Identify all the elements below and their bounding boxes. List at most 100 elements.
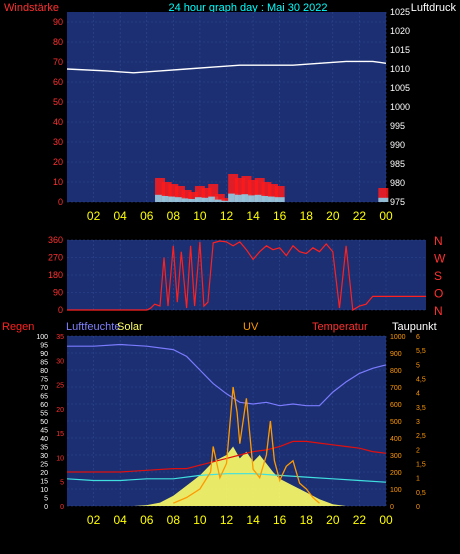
y-tick-label-uv: 2,5 bbox=[416, 433, 426, 440]
wind-gust-bar bbox=[274, 197, 285, 202]
time-label: 18 bbox=[300, 209, 314, 223]
y-tick-label-pressure: 985 bbox=[390, 159, 405, 169]
y-tick-label-wind: 40 bbox=[53, 117, 63, 127]
time-label: 08 bbox=[167, 209, 181, 223]
legend-uv: UV bbox=[243, 321, 259, 333]
y-tick-label-humidity: 60 bbox=[40, 402, 48, 409]
wind-bar bbox=[221, 198, 232, 202]
time-label: 14 bbox=[246, 209, 260, 223]
y-tick-label-humidity: 40 bbox=[40, 436, 48, 443]
y-tick-label-wind: 80 bbox=[53, 37, 63, 47]
y-tick-label-temperature: 0 bbox=[60, 504, 64, 511]
time-label: 00 bbox=[379, 513, 393, 527]
y-tick-label-uv: 1,5 bbox=[416, 462, 426, 469]
wind-gust-bar bbox=[221, 200, 232, 202]
time-label: 12 bbox=[220, 209, 234, 223]
time-label: 10 bbox=[193, 513, 207, 527]
compass-label: S bbox=[434, 269, 442, 283]
y-tick-label-solar: 100 bbox=[390, 487, 402, 494]
wind-bar bbox=[201, 188, 212, 202]
y-tick-label-direction: 360 bbox=[48, 235, 63, 245]
y-tick-label-pressure: 1015 bbox=[390, 45, 410, 55]
time-label: 00 bbox=[379, 209, 393, 223]
legend-regen: Regen bbox=[2, 321, 34, 333]
wind-bar bbox=[234, 178, 245, 202]
y-tick-label-wind: 50 bbox=[53, 97, 63, 107]
legend-taupunkt: Taupunkt bbox=[392, 321, 437, 333]
header-luftdruck: Luftdruck bbox=[411, 2, 457, 14]
series-taupunkt bbox=[66, 473, 387, 483]
y-tick-label-humidity: 85 bbox=[40, 360, 48, 367]
compass-label: O bbox=[434, 287, 443, 301]
y-tick-label-solar: 1000 bbox=[390, 334, 406, 341]
y-tick-label-humidity: 0 bbox=[44, 504, 48, 511]
y-tick-label-direction: 0 bbox=[58, 305, 63, 315]
wind-gust-bar bbox=[194, 197, 205, 202]
y-tick-label-solar: 600 bbox=[390, 402, 402, 409]
header-title: 24 hour graph day : Mai 30 2022 bbox=[168, 2, 327, 14]
wind-bar bbox=[181, 190, 192, 202]
wind-gust-bar bbox=[228, 193, 239, 202]
y-tick-label-solar: 900 bbox=[390, 351, 402, 358]
y-tick-label-uv: 5,5 bbox=[416, 348, 426, 355]
y-tick-label-uv: 0 bbox=[416, 504, 420, 511]
series-luftfeuchte bbox=[67, 343, 387, 407]
wind-gust-bar bbox=[378, 197, 389, 202]
y-tick-label-temperature: 35 bbox=[56, 334, 64, 341]
legend-solar: Solar bbox=[117, 321, 143, 333]
time-label: 06 bbox=[140, 513, 154, 527]
y-tick-label-humidity: 65 bbox=[40, 394, 48, 401]
y-tick-label-humidity: 25 bbox=[40, 462, 48, 469]
time-label: 14 bbox=[246, 513, 260, 527]
wind-gust-bar bbox=[188, 199, 199, 202]
y-tick-label-wind: 60 bbox=[53, 77, 63, 87]
y-tick-label-humidity: 15 bbox=[40, 479, 48, 486]
y-tick-label-temperature: 10 bbox=[56, 455, 64, 462]
wind-bar bbox=[254, 178, 265, 202]
legend-temperatur: Temperatur bbox=[312, 321, 368, 333]
wind-bar bbox=[268, 184, 279, 202]
y-tick-label-solar: 200 bbox=[390, 470, 402, 477]
y-tick-label-wind: 70 bbox=[53, 57, 63, 67]
wind-bar bbox=[161, 182, 172, 202]
wind-gust-bar bbox=[268, 196, 279, 202]
y-tick-label-uv: 5 bbox=[416, 362, 420, 369]
y-tick-label-pressure: 1000 bbox=[390, 102, 410, 112]
y-tick-label-uv: 3 bbox=[416, 419, 420, 426]
y-tick-label-pressure: 995 bbox=[390, 121, 405, 131]
y-tick-label-pressure: 1020 bbox=[390, 26, 410, 36]
y-tick-label-humidity: 95 bbox=[40, 343, 48, 350]
y-tick-label-pressure: 1005 bbox=[390, 83, 410, 93]
legend-luftfeuchte: Luftfeuchte bbox=[66, 321, 120, 333]
wind-gust-bar bbox=[161, 196, 172, 202]
wind-gust-bar bbox=[248, 195, 259, 202]
series-uv bbox=[173, 386, 320, 504]
wind-bar bbox=[378, 188, 389, 202]
compass-label: N bbox=[434, 234, 443, 248]
time-label: 16 bbox=[273, 209, 287, 223]
time-label: 04 bbox=[113, 209, 127, 223]
wind-bar bbox=[168, 184, 179, 202]
y-tick-label-humidity: 70 bbox=[40, 385, 48, 392]
y-tick-label-wind: 30 bbox=[53, 137, 63, 147]
y-tick-label-humidity: 75 bbox=[40, 377, 48, 384]
header-windstaerke: Windstärke bbox=[4, 2, 59, 14]
y-tick-label-solar: 400 bbox=[390, 436, 402, 443]
y-tick-label-uv: 6 bbox=[416, 334, 420, 341]
time-label: 20 bbox=[326, 209, 340, 223]
time-label: 18 bbox=[300, 513, 314, 527]
time-label: 02 bbox=[87, 209, 101, 223]
y-tick-label-humidity: 100 bbox=[36, 334, 48, 341]
time-label: 12 bbox=[220, 513, 234, 527]
wind-gust-bar bbox=[241, 194, 252, 202]
y-tick-label-humidity: 30 bbox=[40, 453, 48, 460]
compass-label: N bbox=[434, 304, 443, 318]
wind-gust-bar bbox=[208, 196, 219, 202]
wind-gust-bar bbox=[261, 196, 272, 202]
y-tick-label-temperature: 15 bbox=[56, 431, 64, 438]
time-label: 10 bbox=[193, 209, 207, 223]
wind-bar bbox=[188, 192, 199, 202]
wind-gust-bar bbox=[181, 198, 192, 202]
y-tick-label-humidity: 50 bbox=[40, 419, 48, 426]
